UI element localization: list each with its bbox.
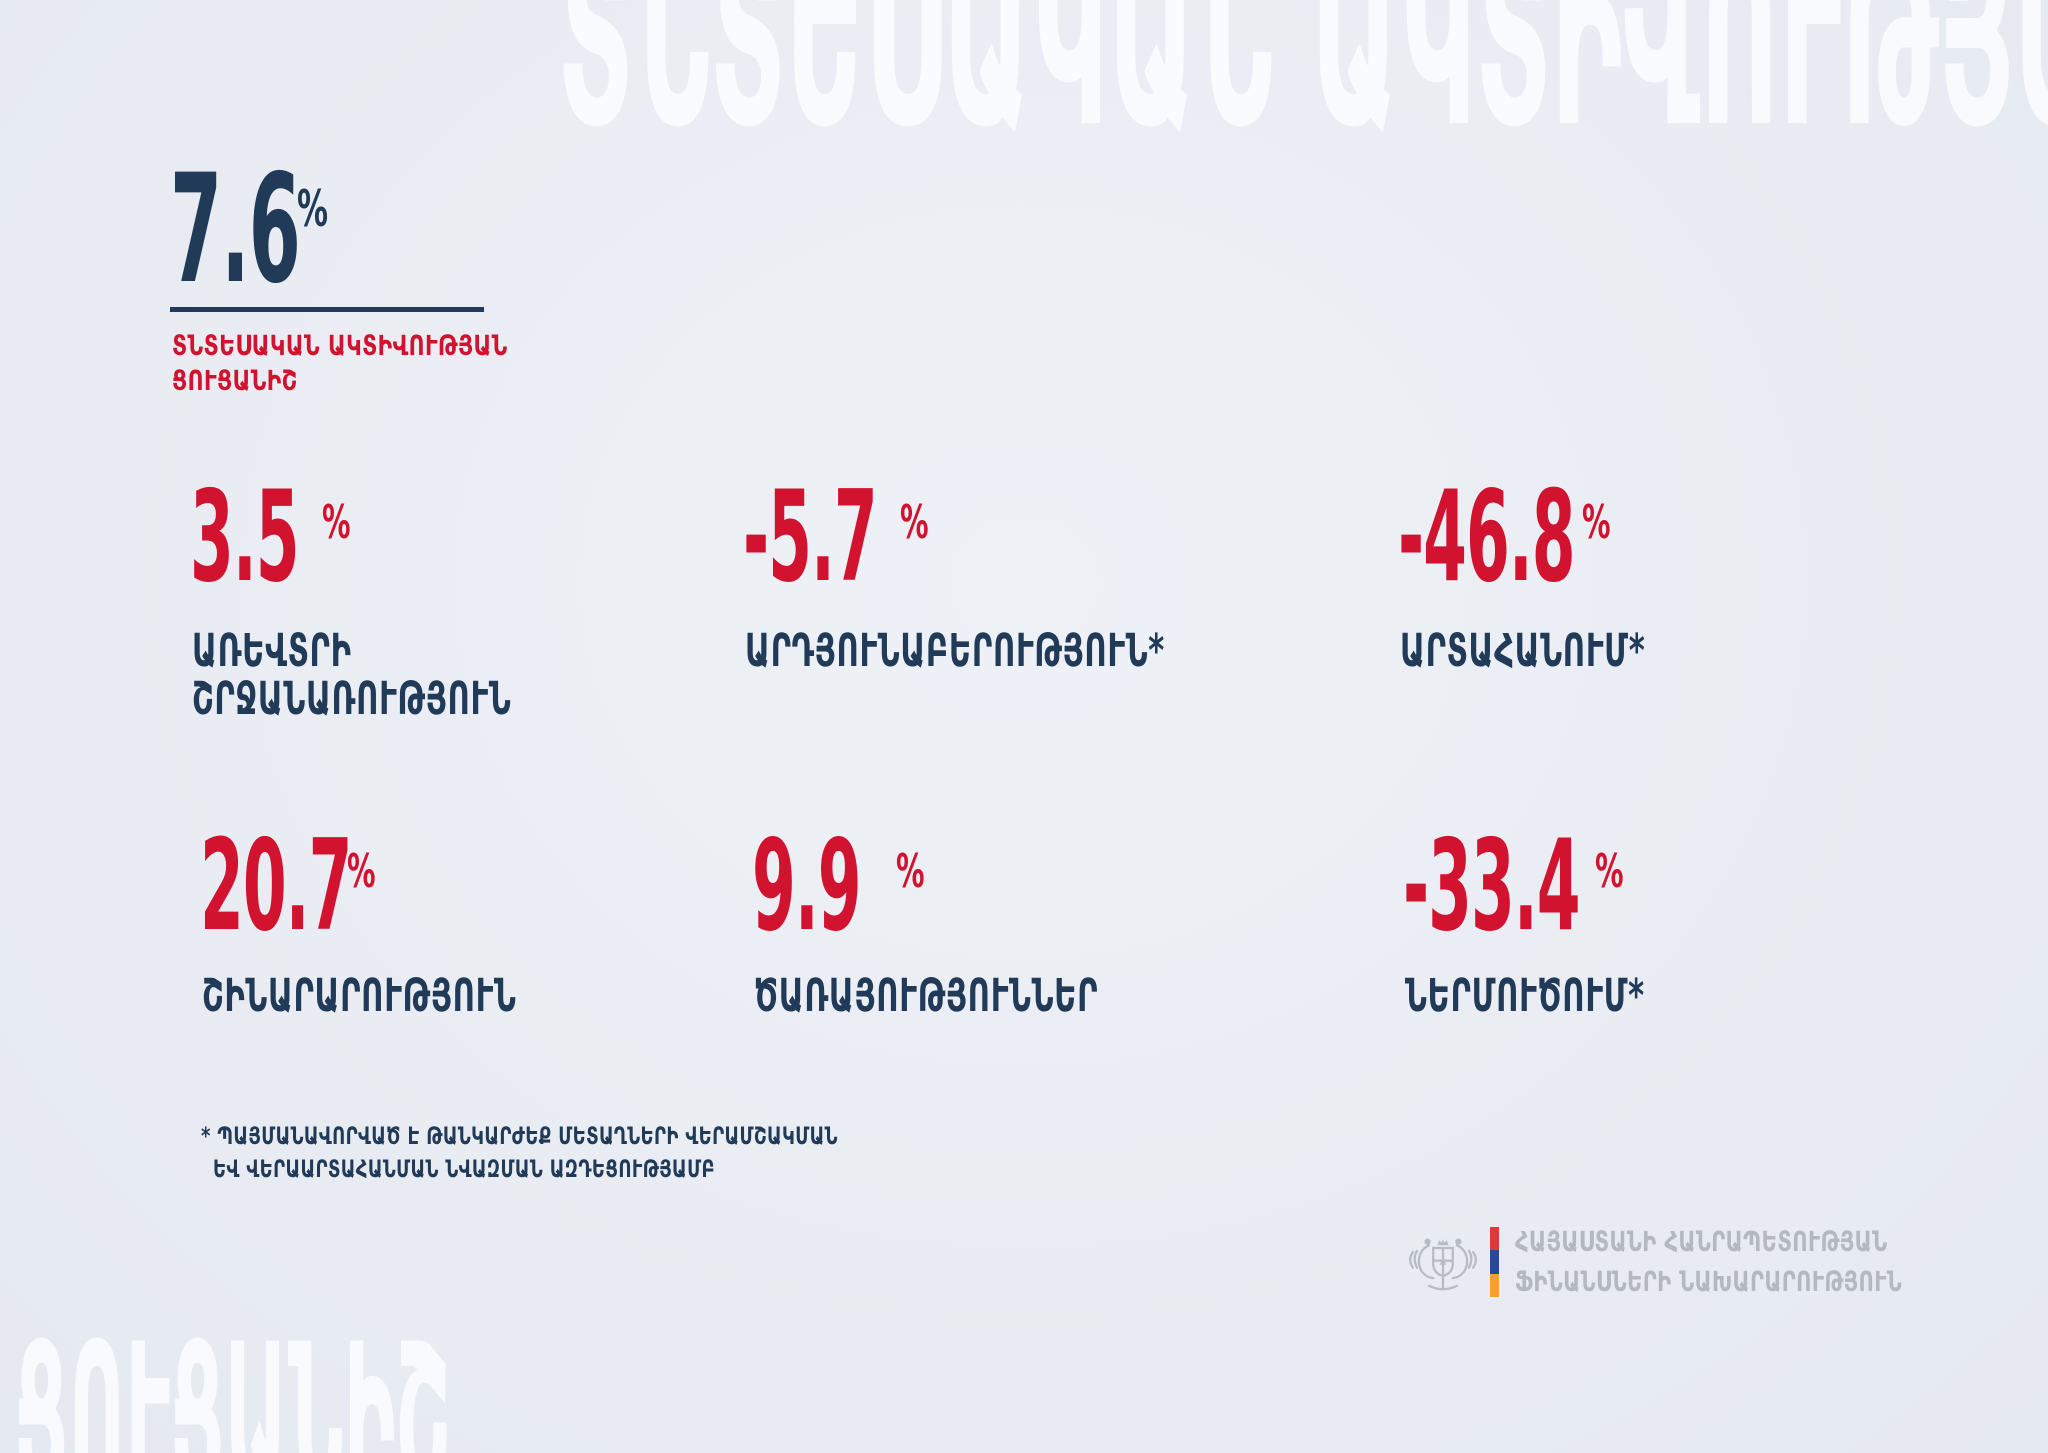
headline-underline (170, 307, 484, 312)
percent-sign: % (900, 495, 929, 549)
percent-sign: % (1582, 495, 1611, 549)
stat-label: ՇԻՆԱՐԱՐՈՒԹՅՈՒՆ (202, 969, 517, 1022)
stat-label: ԾԱՌԱՅՈՒԹՅՈՒՆՆԵՐ (754, 969, 1099, 1022)
headline-label: ՏՆՏԵՍԱԿԱՆ ԱԿՏԻՎՈՒԹՅԱՆ ՑՈՒՑԱՆԻՇ (172, 329, 508, 397)
stat-label: ԱՐՏԱՀԱՆՈՒՄ* (1400, 624, 1646, 677)
stat-card-trade-turnover: 3.5 % ԱՌԵՎՏՐԻ ՇՐՋԱՆԱՌՈՒԹՅՈՒՆ (190, 474, 790, 744)
stat-label: ԱՐԴՅՈՒՆԱԲԵՐՈՒԹՅՈՒՆ* (745, 624, 1165, 677)
stat-label: ՆԵՐՄՈՒԾՈՒՄ* (1405, 969, 1645, 1022)
stat-value: 9.9 (752, 812, 862, 959)
ministry-name: ՀԱՅԱՍՏԱՆԻ ՀԱՆՐԱՊԵՏՈՒԹՅԱՆ ՖԻՆԱՆՍՆԵՐԻ ՆԱԽԱ… (1515, 1222, 1902, 1302)
armenian-flag-bar (1490, 1227, 1499, 1297)
watermark-bottom: ՑՈՒՑԱՆԻՇ (14, 1301, 451, 1453)
stat-card-industry: -5.7 % ԱՐԴՅՈՒՆԱԲԵՐՈՒԹՅՈՒՆ* (743, 474, 1343, 744)
percent-sign: % (322, 495, 351, 549)
ministry-name-line1: ՀԱՅԱՍՏԱՆԻ ՀԱՆՐԱՊԵՏՈՒԹՅԱՆ (1515, 1225, 1888, 1258)
stat-card-construction: 20.7 % ՇԻՆԱՐԱՐՈՒԹՅՈՒՆ (200, 823, 800, 1093)
stat-card-export: -46.8 % ԱՐՏԱՀԱՆՈՒՄ* (1398, 474, 1998, 744)
footnote-line2: ԵՎ ՎԵՐԱԱՐՏԱՀԱՆՄԱՆ ՆՎԱԶՄԱՆ ԱԶԴԵՑՈՒԹՅԱՄԲ (213, 1155, 715, 1183)
percent-sign: % (347, 844, 376, 898)
stat-value: 3.5 (190, 463, 300, 610)
coat-of-arms-icon (1408, 1238, 1478, 1291)
ministry-logo: ՀԱՅԱՍՏԱՆԻ ՀԱՆՐԱՊԵՏՈՒԹՅԱՆ ՖԻՆԱՆՍՆԵՐԻ ՆԱԽԱ… (1408, 1222, 2031, 1302)
footnote-line1: * ՊԱՅՄԱՆԱՎՈՐՎԱԾ Է ԹԱՆԿԱՐԺԵՔ ՄԵՏԱՂՆԵՐԻ ՎԵ… (201, 1122, 838, 1150)
stat-value: -46.8 (1398, 463, 1576, 610)
ministry-name-line2: ՖԻՆԱՆՍՆԵՐԻ ՆԱԽԱՐԱՐՈՒԹՅՈՒՆ (1515, 1265, 1903, 1298)
watermark-top: ՏՆՏԵՍԱԿԱՆ ԱԿՏԻՎՈՒԹՅԱՆ (558, 0, 2048, 179)
headline-percent-sign: % (297, 180, 329, 238)
flag-red-stripe (1490, 1227, 1499, 1251)
stat-value: -5.7 (743, 463, 878, 610)
percent-sign: % (1595, 844, 1624, 898)
percent-sign: % (896, 844, 925, 898)
footnote: * ՊԱՅՄԱՆԱՎՈՐՎԱԾ Է ԹԱՆԿԱՐԺԵՔ ՄԵՏԱՂՆԵՐԻ ՎԵ… (201, 1120, 838, 1186)
stat-card-import: -33.4 % ՆԵՐՄՈՒԾՈՒՄ* (1403, 823, 2003, 1093)
stat-card-services: 9.9 % ԾԱՌԱՅՈՒԹՅՈՒՆՆԵՐ (752, 823, 1352, 1093)
stat-value: -33.4 (1403, 812, 1581, 959)
headline-value: 7.6 (170, 143, 301, 317)
flag-orange-stripe (1490, 1273, 1499, 1297)
headline-indicator: 7.6 % ՏՆՏԵՍԱԿԱՆ ԱԿՏԻՎՈՒԹՅԱՆ ՑՈՒՑԱՆԻՇ (170, 155, 690, 455)
flag-blue-stripe (1490, 1250, 1499, 1274)
stat-label: ԱՌԵՎՏՐԻ ՇՐՋԱՆԱՌՈՒԹՅՈՒՆ (192, 624, 512, 725)
stat-value: 20.7 (200, 812, 352, 959)
